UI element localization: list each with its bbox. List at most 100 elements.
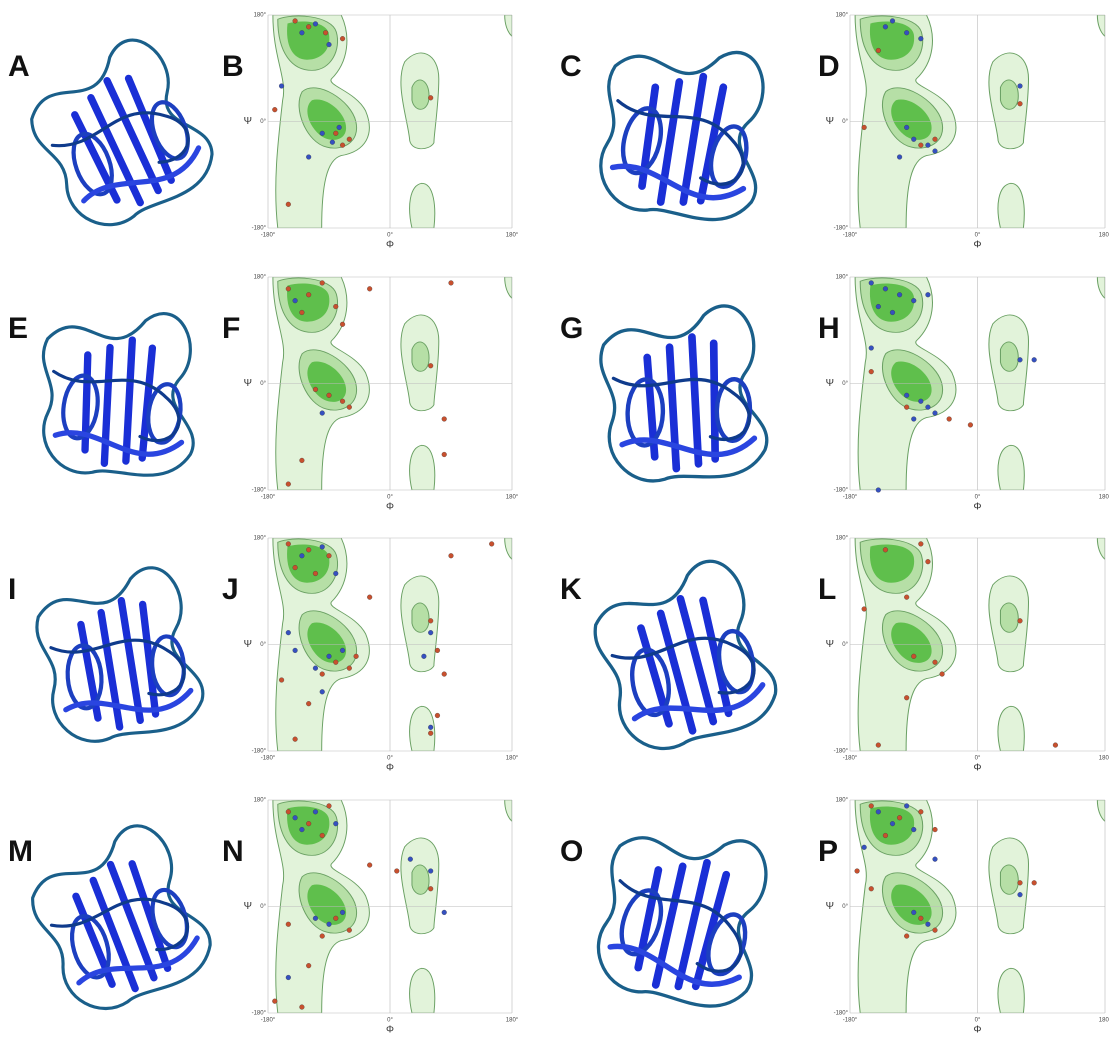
panel-label: F: [222, 312, 240, 345]
residue-point: [347, 405, 352, 410]
x-axis-label: Φ: [974, 502, 982, 513]
y-axis-label: Ψ: [244, 901, 252, 912]
residue-point: [347, 666, 352, 671]
x-axis-label: Φ: [386, 240, 394, 251]
residue-point: [904, 804, 909, 809]
residue-point: [299, 553, 304, 558]
residue-point: [320, 131, 325, 136]
x-tick-label: 180°: [506, 233, 519, 239]
residue-point: [306, 701, 311, 706]
panel-label: D: [818, 50, 840, 83]
residue-point: [855, 869, 860, 874]
residue-point: [333, 131, 338, 136]
residue-point: [428, 869, 433, 874]
residue-point: [293, 19, 298, 24]
protein-structure: [19, 814, 220, 1021]
y-axis-label: Ψ: [244, 639, 252, 650]
residue-point: [933, 137, 938, 142]
panel-label: C: [560, 50, 582, 83]
residue-point: [306, 155, 311, 160]
y-axis-label: Ψ: [826, 901, 834, 912]
residue-point: [428, 618, 433, 623]
residue-point: [340, 322, 345, 327]
panel-label: L: [818, 573, 836, 606]
y-tick-label: 180°: [254, 275, 267, 281]
residue-point: [286, 482, 291, 487]
x-tick-label: -180°: [261, 233, 276, 239]
residue-point: [333, 571, 338, 576]
x-axis-label: Φ: [386, 502, 394, 513]
y-tick-label: -180°: [834, 226, 849, 232]
x-tick-label: -180°: [261, 756, 276, 762]
residue-point: [286, 542, 291, 547]
residue-point: [333, 660, 338, 665]
residue-point: [337, 125, 342, 130]
protein-structure: [597, 302, 772, 485]
x-tick-label: 180°: [1099, 233, 1109, 239]
residue-point: [869, 369, 874, 374]
y-tick-label: 0°: [842, 642, 848, 648]
y-tick-label: -180°: [834, 1011, 849, 1017]
residue-point: [933, 660, 938, 665]
residue-point: [1018, 880, 1023, 885]
residue-point: [918, 36, 923, 41]
x-tick-label: 0°: [975, 495, 981, 501]
x-tick-label: -180°: [261, 495, 276, 501]
residue-point: [862, 607, 867, 612]
residue-point: [890, 821, 895, 826]
residue-point: [272, 999, 277, 1004]
residue-point: [293, 815, 298, 820]
residue-point: [320, 934, 325, 939]
residue-point: [926, 559, 931, 564]
residue-point: [327, 393, 332, 398]
residue-point: [367, 286, 372, 291]
residue-point: [926, 405, 931, 410]
x-tick-label: -180°: [843, 756, 858, 762]
residue-point: [299, 1005, 304, 1010]
residue-point: [933, 411, 938, 416]
x-axis-label: Φ: [974, 240, 982, 251]
residue-point: [340, 143, 345, 148]
protein-structure: [28, 298, 211, 488]
residue-point: [869, 346, 874, 351]
residue-point: [313, 387, 318, 392]
residue-point: [940, 672, 945, 677]
panel-label: M: [8, 835, 33, 868]
residue-point: [313, 571, 318, 576]
residue-point: [313, 916, 318, 921]
residue-point: [428, 731, 433, 736]
x-axis-label: Φ: [974, 763, 982, 774]
residue-point: [428, 363, 433, 368]
x-tick-label: 0°: [387, 233, 393, 239]
residue-point: [904, 934, 909, 939]
residue-point: [286, 286, 291, 291]
x-tick-label: 180°: [506, 756, 519, 762]
residue-point: [911, 417, 916, 422]
residue-point: [911, 910, 916, 915]
y-tick-label: 0°: [260, 381, 266, 387]
residue-point: [890, 19, 895, 24]
y-axis-label: Ψ: [826, 116, 834, 127]
protein-structure: [581, 24, 788, 237]
residue-point: [1032, 880, 1037, 885]
residue-point: [428, 886, 433, 891]
residue-point: [421, 654, 426, 659]
residue-point: [918, 542, 923, 547]
residue-point: [883, 547, 888, 552]
residue-point: [918, 916, 923, 921]
residue-point: [918, 143, 923, 148]
y-tick-label: 180°: [836, 13, 849, 19]
residue-point: [933, 827, 938, 832]
residue-point: [279, 678, 284, 683]
x-tick-label: 0°: [975, 1018, 981, 1024]
residue-point: [320, 672, 325, 677]
residue-point: [968, 423, 973, 428]
residue-point: [333, 916, 338, 921]
residue-point: [299, 30, 304, 35]
y-tick-label: -180°: [834, 488, 849, 494]
x-axis-label: Φ: [386, 1025, 394, 1036]
residue-point: [428, 725, 433, 730]
residue-point: [911, 298, 916, 303]
residue-point: [306, 547, 311, 552]
residue-point: [286, 922, 291, 927]
